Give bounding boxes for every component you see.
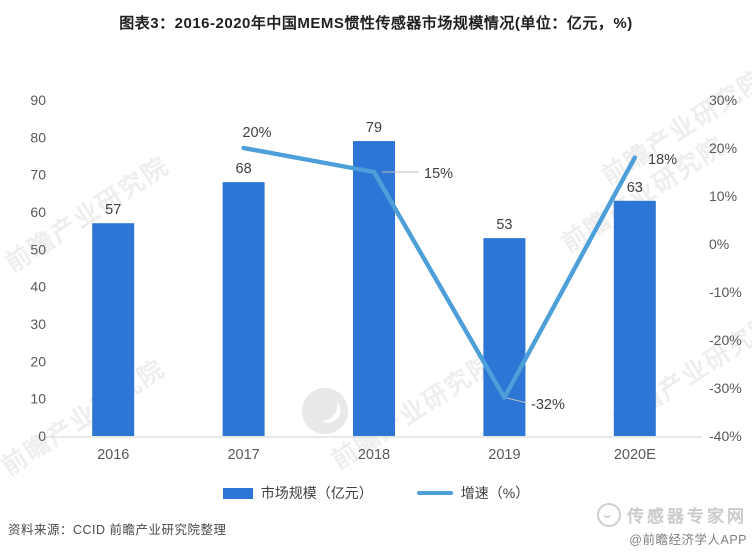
- brand-credit: @前瞻经济学人APP: [629, 533, 747, 547]
- bar-value-label: 53: [496, 217, 512, 233]
- line-value-label: 15%: [424, 166, 453, 182]
- line-value-label: 18%: [648, 152, 677, 168]
- bar-value-label: 68: [236, 161, 252, 177]
- right-axis-tick: 20%: [709, 140, 737, 156]
- growth-rate-line: [241, 145, 637, 400]
- left-axis-tick: 70: [30, 167, 46, 183]
- brand-name: 传感器专家网: [627, 507, 747, 526]
- label-leader-line: [506, 397, 528, 404]
- right-axis-tick: -40%: [709, 428, 742, 444]
- right-axis-tick: 0%: [709, 236, 729, 252]
- left-axis-tick: 20: [30, 353, 46, 369]
- right-axis-tick: -10%: [709, 284, 742, 300]
- bar-2018: [353, 141, 395, 437]
- right-axis-tick: 30%: [709, 92, 737, 108]
- bar-value-label: 63: [627, 180, 643, 196]
- bar-value-label: 79: [366, 120, 382, 136]
- x-axis-label: 2018: [358, 447, 390, 463]
- bar-2016: [92, 223, 135, 436]
- bar-2020E: [613, 200, 656, 436]
- left-axis-tick: 50: [30, 241, 46, 257]
- right-axis-tick: -20%: [709, 332, 742, 348]
- chart-title: 图表3：2016-2020年中国MEMS惯性传感器市场规模情况(单位：亿元，%): [119, 15, 633, 32]
- brand-icon: [597, 502, 621, 527]
- x-axis-label: 2020E: [614, 447, 656, 463]
- legend-item-growth-rate: 增速（%）: [416, 483, 530, 503]
- line-series-swatch: [416, 491, 453, 495]
- line-value-label: -32%: [531, 397, 565, 413]
- data-source-note: 资料来源：CCID 前瞻产业研究院整理: [8, 523, 227, 537]
- x-axis-label: 2019: [488, 447, 520, 463]
- bar-2019: [483, 238, 526, 436]
- x-axis-label: 2017: [227, 447, 259, 463]
- legend: 市场规模（亿元） 增速（%）: [0, 483, 752, 503]
- legend-item-market-size: 市场规模（亿元）: [222, 483, 373, 503]
- bar-value-label: 57: [105, 202, 121, 218]
- left-axis-tick: 80: [30, 129, 46, 145]
- left-axis-tick: 30: [30, 316, 46, 332]
- right-axis-tick: 10%: [709, 188, 737, 204]
- bar-2017: [222, 182, 265, 436]
- left-axis-tick: 60: [30, 204, 46, 220]
- bar-series-swatch: [222, 487, 253, 499]
- legend-label: 增速（%）: [460, 485, 530, 501]
- x-axis-label: 2016: [97, 447, 129, 463]
- left-axis-tick: 40: [30, 279, 46, 295]
- logo-watermark-icon: [302, 388, 348, 434]
- legend-label: 市场规模（亿元）: [260, 485, 373, 501]
- right-axis-tick: -30%: [709, 380, 742, 396]
- left-axis-tick: 10: [30, 391, 46, 407]
- brand-block: 传感器专家网 @前瞻经济学人APP: [597, 502, 747, 548]
- left-axis-tick: 0: [38, 428, 46, 444]
- left-axis-tick: 90: [30, 92, 46, 108]
- line-value-label: 20%: [242, 125, 271, 141]
